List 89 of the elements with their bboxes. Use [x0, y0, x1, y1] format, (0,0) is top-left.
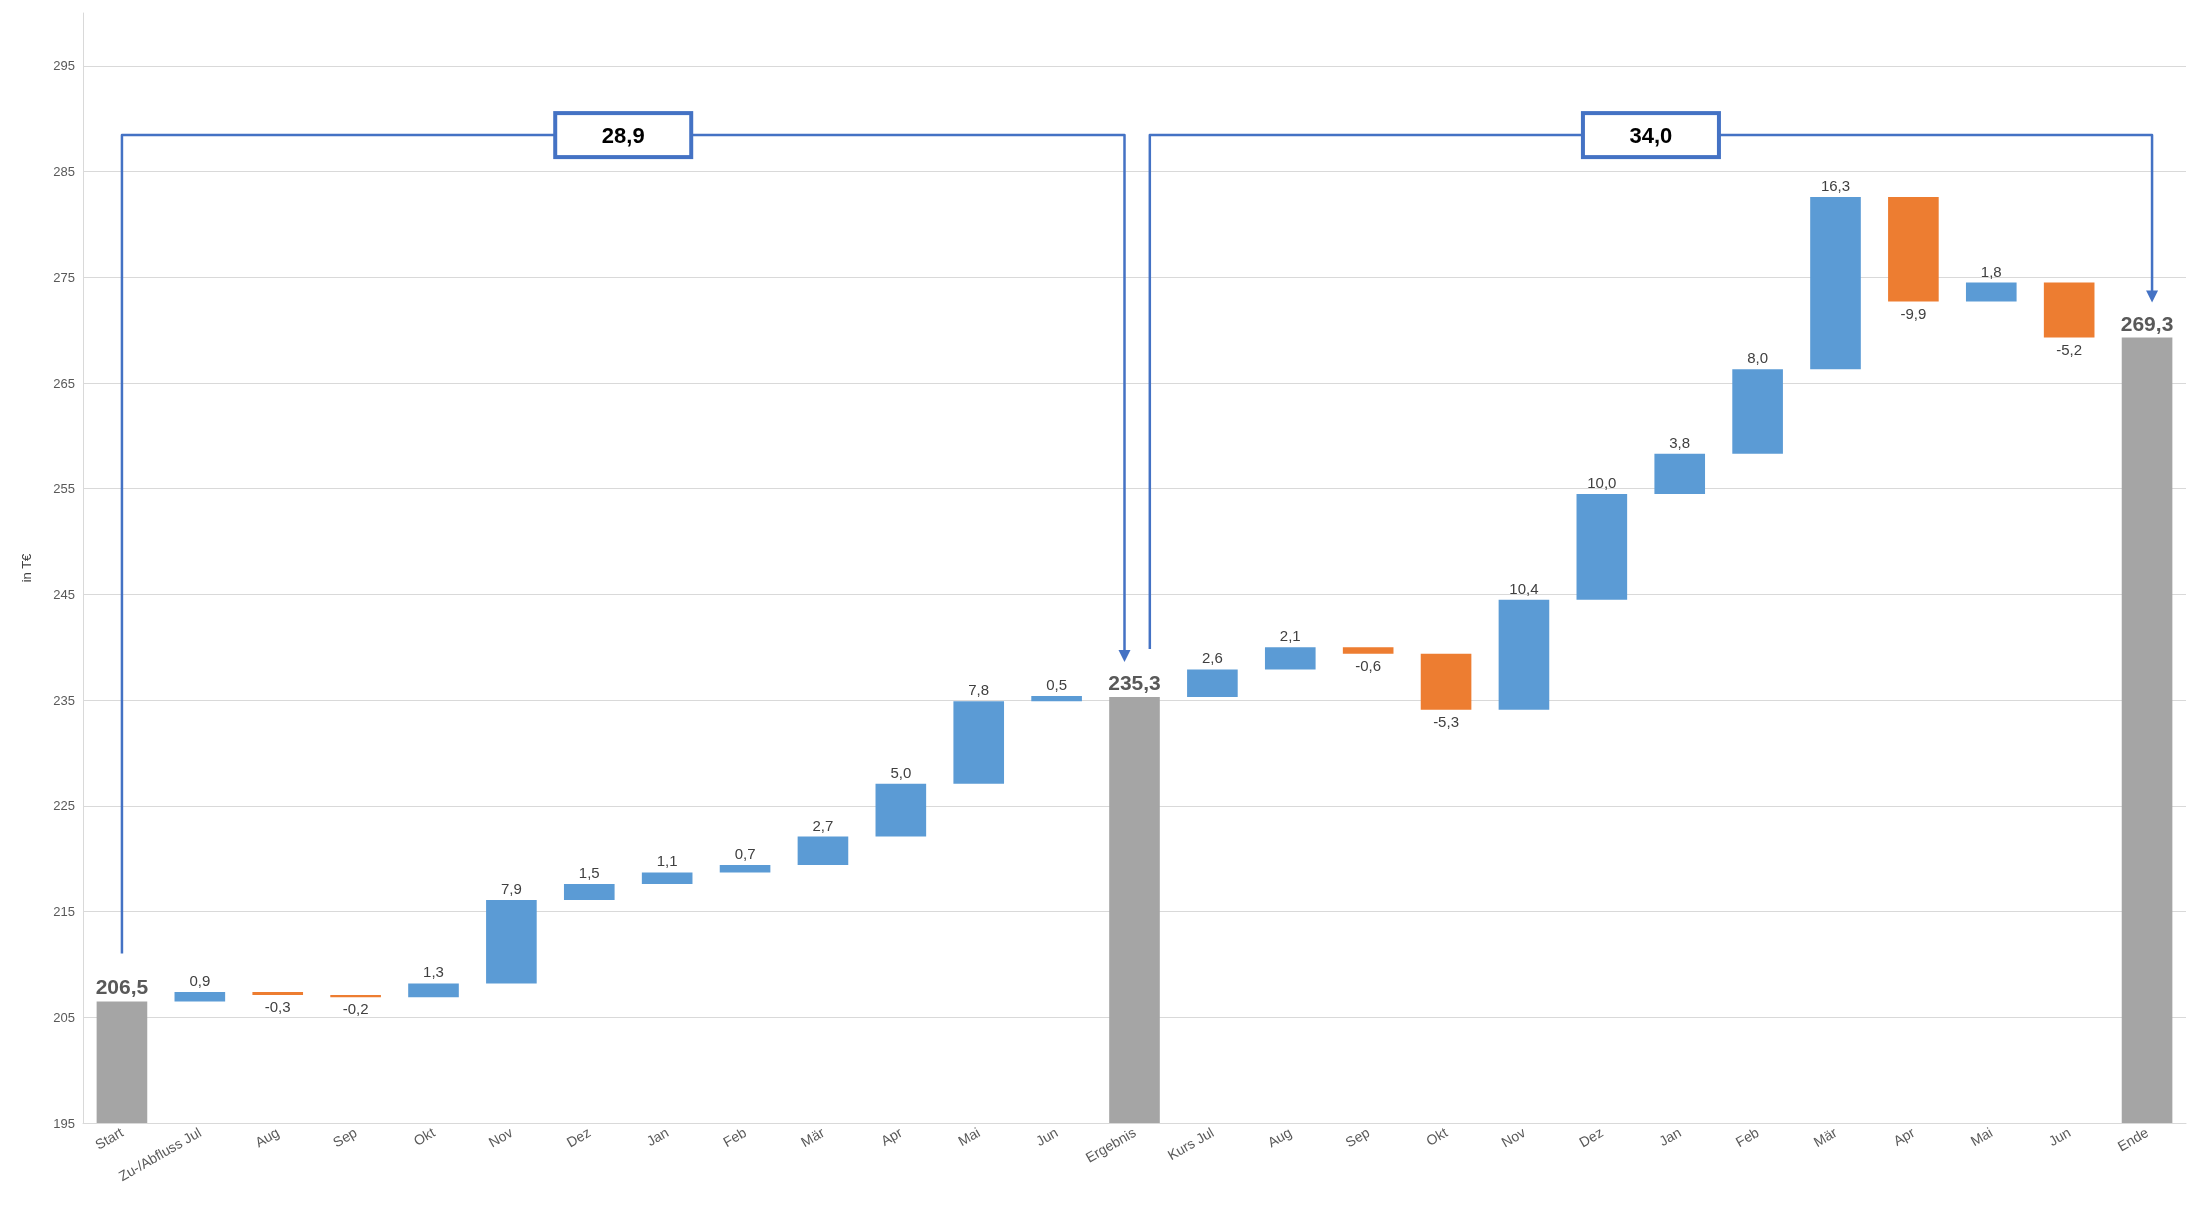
data-label: 2,1	[1279, 627, 1301, 645]
bar	[1810, 196, 1861, 370]
x-tick-label: Nov	[1498, 1124, 1528, 1151]
data-label: 16,3	[1820, 176, 1851, 194]
y-tick-label: 195	[53, 1115, 75, 1131]
x-tick-label: Kurs Jul	[1164, 1124, 1217, 1164]
x-tick-label: Sep	[330, 1123, 360, 1151]
x-tick-label: Apr	[1890, 1123, 1918, 1149]
bar	[1654, 453, 1706, 494]
y-tick-label: 255	[53, 481, 75, 497]
x-tick-label: Okt	[410, 1124, 438, 1149]
bar	[1498, 599, 1550, 710]
y-tick-label: 265	[53, 375, 75, 391]
bar	[408, 983, 459, 998]
y-tick-label: 295	[53, 58, 75, 74]
bar	[1342, 647, 1394, 654]
bar	[174, 991, 226, 1002]
data-label: 8,0	[1747, 349, 1769, 367]
data-label: 1,3	[423, 963, 444, 981]
data-label: 2,7	[812, 816, 834, 834]
annotation: 28,9	[601, 123, 645, 149]
bar	[1031, 695, 1082, 702]
bar	[563, 884, 615, 900]
data-label: 10,4	[1509, 579, 1539, 597]
data-label: 7,9	[500, 879, 522, 897]
x-tick-label: Mär	[798, 1123, 828, 1150]
data-label: 235,3	[1108, 670, 1161, 694]
data-label: 1,1	[656, 852, 678, 870]
bar	[719, 865, 771, 873]
data-label: -0,6	[1355, 656, 1382, 674]
data-label: 1,8	[1980, 262, 2002, 280]
x-tick-label: Ende	[2114, 1123, 2152, 1155]
bar	[1264, 647, 1316, 670]
x-tick-label: Aug	[1264, 1124, 1295, 1151]
data-label: 10,0	[1587, 474, 1617, 491]
bar	[797, 836, 849, 866]
data-label: 3,8	[1669, 433, 1691, 451]
annotation: 34,0	[1629, 123, 1673, 149]
data-label: 0,5	[1046, 675, 1068, 693]
data-label: 7,8	[968, 681, 990, 699]
data-label: 2,6	[1201, 649, 1223, 667]
x-tick-label: Jun	[1033, 1124, 1061, 1150]
y-tick-label: 245	[53, 586, 75, 602]
y-tick-label: 285	[53, 164, 75, 180]
data-label: 269,3	[2120, 311, 2174, 335]
y-tick-label: 215	[53, 904, 75, 920]
x-tick-label: Dez	[1576, 1124, 1606, 1151]
bar	[1888, 196, 1939, 302]
y-tick-label: 275	[53, 269, 75, 285]
bar	[1187, 669, 1238, 697]
data-label: -0,3	[264, 998, 291, 1016]
data-label: -5,2	[2056, 340, 2083, 358]
x-tick-label: Jan	[1656, 1124, 1684, 1150]
bar	[2043, 282, 2095, 338]
bar	[875, 783, 927, 837]
x-tick-label: Mai	[955, 1124, 983, 1150]
x-tick-label: Feb	[720, 1123, 750, 1150]
bar	[1420, 653, 1472, 710]
bar	[641, 872, 693, 885]
bar	[1576, 494, 1628, 600]
x-tick-label: Jun	[2045, 1124, 2074, 1150]
bar	[252, 991, 304, 996]
data-label: 0,7	[734, 845, 756, 863]
data-label: -0,2	[342, 1000, 369, 1018]
bar	[953, 701, 1005, 784]
bar	[1965, 282, 2017, 302]
data-label: -5,3	[1433, 712, 1459, 730]
y-tick-label: 205	[53, 1009, 75, 1025]
x-tick-label: Sep	[1342, 1123, 1373, 1151]
x-tick-label: Jan	[643, 1124, 672, 1150]
bar	[486, 899, 537, 984]
x-tick-label: Mai	[1967, 1124, 1996, 1150]
data-label: 206,5	[95, 975, 149, 999]
y-tick-label: 235	[53, 692, 75, 708]
x-tick-label: Dez	[563, 1124, 594, 1151]
data-label: 0,9	[189, 971, 211, 989]
bar	[330, 995, 381, 998]
y-axis-title: in T€	[19, 552, 34, 583]
y-tick-label: 225	[53, 798, 75, 814]
x-tick-label: Apr	[877, 1123, 906, 1149]
x-tick-label: Feb	[1732, 1123, 1762, 1150]
x-tick-label: Aug	[252, 1124, 282, 1151]
data-label: 5,0	[890, 763, 912, 781]
data-label: -9,9	[1900, 304, 1927, 322]
bar	[1732, 369, 1783, 454]
data-label: 1,5	[578, 864, 600, 882]
x-tick-label: Nov	[485, 1124, 516, 1151]
x-tick-label: Mär	[1810, 1123, 1840, 1150]
x-tick-label: Okt	[1423, 1124, 1451, 1149]
